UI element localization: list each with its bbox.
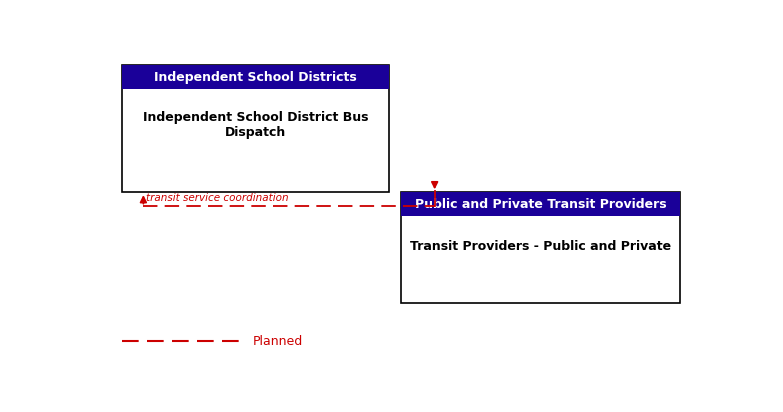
Text: Planned: Planned: [253, 335, 303, 348]
Text: Transit Providers - Public and Private: Transit Providers - Public and Private: [410, 240, 671, 253]
Bar: [122, 65, 389, 89]
Bar: [402, 192, 680, 216]
Bar: [122, 65, 389, 192]
Text: Independent School Districts: Independent School Districts: [154, 71, 357, 84]
Text: Public and Private Transit Providers: Public and Private Transit Providers: [415, 198, 666, 211]
Text: transit service coordination: transit service coordination: [146, 193, 289, 203]
Bar: [402, 192, 680, 303]
Text: Independent School District Bus
Dispatch: Independent School District Bus Dispatch: [143, 111, 368, 139]
